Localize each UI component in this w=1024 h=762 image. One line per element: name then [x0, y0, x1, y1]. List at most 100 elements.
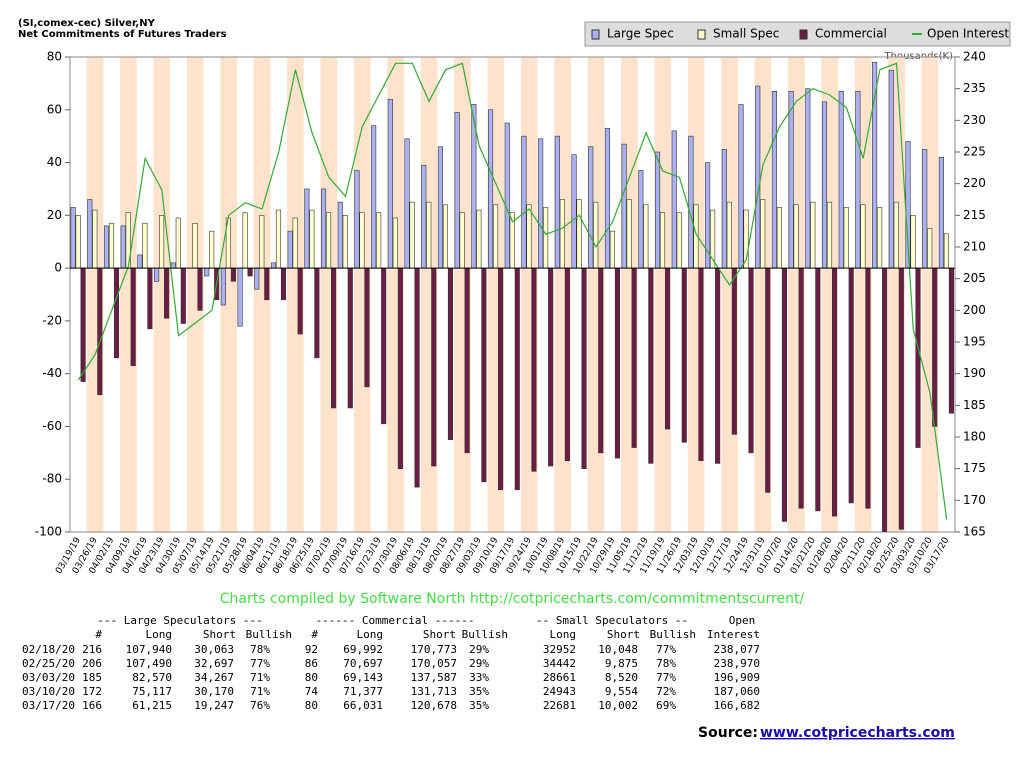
bar [431, 267, 437, 467]
bar [526, 204, 532, 269]
bar [514, 267, 520, 491]
bar [437, 146, 444, 269]
table-cell: 71,377 [343, 685, 383, 698]
bar [309, 209, 315, 269]
plot-frame [69, 56, 956, 533]
table-cell: 71% [250, 685, 270, 698]
table-cell: 166 [82, 699, 102, 712]
table-cell: 170,057 [411, 657, 457, 670]
table-cell: 70,697 [343, 657, 383, 670]
table-cell: 69,143 [343, 671, 383, 684]
bar [671, 130, 677, 269]
table-cell: 9,875 [605, 657, 638, 670]
bar [738, 104, 744, 269]
bar [788, 91, 794, 269]
table-cell: 24943 [543, 685, 576, 698]
y-tick-label: 60 [47, 102, 62, 116]
bar [872, 61, 878, 269]
bar [504, 122, 510, 269]
bar [593, 201, 599, 269]
bar [447, 267, 454, 440]
table-cell: 166,682 [714, 699, 760, 712]
y-tick-label: -20 [42, 313, 62, 327]
y2-tick-label: 175 [963, 461, 986, 475]
bar [860, 204, 866, 269]
bar [103, 225, 110, 269]
y-tick-label: -60 [42, 419, 62, 433]
table-cell: 72% [656, 685, 676, 698]
table-cell: 03/17/20 [22, 699, 75, 712]
bar [815, 267, 821, 512]
bar [130, 267, 136, 367]
bar [442, 204, 449, 269]
table-cell: 71% [250, 671, 270, 684]
bar [414, 267, 420, 488]
bar [810, 201, 816, 269]
bar [765, 267, 771, 493]
bar [604, 127, 610, 269]
bar [726, 201, 732, 269]
bar [893, 201, 899, 269]
bar [487, 109, 494, 269]
bar [80, 267, 86, 382]
source-link[interactable]: www.cotpricecharts.com [760, 725, 955, 741]
table-column-header: Long [357, 628, 384, 641]
bar [392, 217, 398, 269]
y2-tick-label: 165 [963, 525, 986, 539]
table-column-header: Interest [707, 628, 760, 641]
bar [387, 98, 393, 269]
bar [755, 85, 761, 269]
table-cell: 131,713 [411, 685, 457, 698]
bar [771, 91, 777, 269]
bar [342, 215, 348, 269]
table-column-header: Long [146, 628, 173, 641]
band-stripe [186, 57, 204, 532]
table-cell: 69% [656, 699, 676, 712]
source-label: Source: [698, 725, 758, 741]
band-stripe [86, 57, 104, 532]
bar [204, 267, 210, 277]
bar [588, 146, 594, 269]
bar [654, 151, 661, 269]
bar [421, 164, 427, 269]
band-stripe [253, 57, 271, 532]
bar [459, 212, 465, 269]
legend-box [584, 21, 1011, 47]
bar [715, 267, 721, 464]
table-cell: 34,267 [194, 671, 234, 684]
y2-tick-label: 210 [963, 240, 986, 254]
bar [371, 125, 377, 269]
band-stripe [320, 57, 338, 532]
bar [688, 135, 694, 269]
chart-title: (SI,comex-cec) Silver,NY [18, 18, 156, 29]
bar [498, 267, 504, 491]
table-cell: 32952 [543, 643, 576, 656]
bar [75, 215, 81, 269]
bar [659, 212, 666, 269]
table-cell: 35% [469, 685, 489, 698]
bar [915, 267, 921, 448]
table-cell: 107,940 [126, 643, 172, 656]
bar [159, 215, 165, 269]
table-cell: 172 [82, 685, 102, 698]
bar [454, 112, 460, 269]
y2-tick-label: 170 [963, 493, 986, 507]
table-column-header: Long [550, 628, 577, 641]
bar [247, 267, 253, 277]
table-cell: 77% [656, 643, 676, 656]
y-tick-label: 0 [54, 261, 62, 275]
bar [626, 199, 632, 269]
table-cell: 82,570 [132, 671, 172, 684]
bar [776, 207, 782, 269]
table-group-header: ------ Commercial ------ [316, 614, 475, 627]
table-cell: 238,970 [714, 657, 760, 670]
bar [614, 267, 621, 459]
bar [943, 233, 949, 269]
bar [798, 267, 804, 509]
bar [304, 188, 310, 269]
bar [793, 204, 799, 269]
bar [781, 267, 787, 522]
table-cell: 03/03/20 [22, 671, 75, 684]
